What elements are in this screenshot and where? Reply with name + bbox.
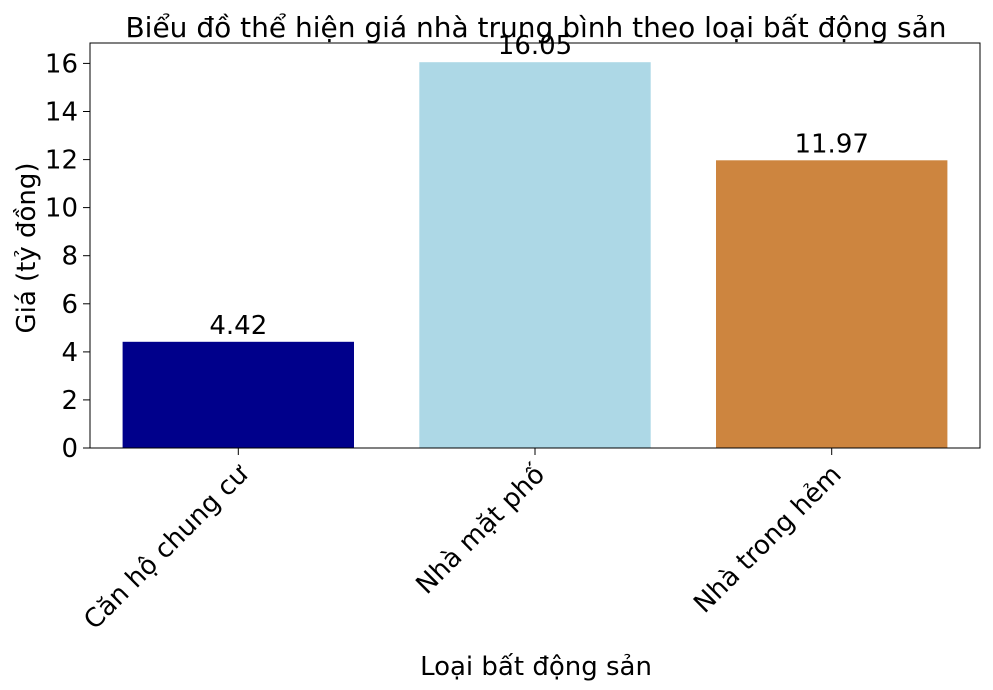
y-tick-label: 6 — [61, 290, 78, 320]
y-tick-label: 0 — [61, 434, 78, 464]
bar — [419, 62, 651, 448]
y-tick-label: 2 — [61, 386, 78, 416]
x-axis-label: Loại bất động sản — [420, 652, 652, 682]
y-tick-label: 12 — [45, 146, 78, 176]
y-tick-label: 10 — [45, 194, 78, 224]
bar-value-label: 4.42 — [209, 311, 267, 341]
plot-frame — [89, 42, 981, 449]
y-tick-label: 4 — [61, 338, 78, 368]
bar — [122, 341, 354, 448]
bar-value-label: 11.97 — [794, 129, 868, 159]
y-tick-label: 16 — [45, 49, 78, 79]
y-tick-label: 14 — [45, 98, 78, 128]
bar — [716, 160, 948, 449]
y-tick-label: 8 — [61, 242, 78, 272]
bar-value-label: 16.05 — [498, 31, 572, 61]
y-axis-label: Giá (tỷ đồng) — [12, 162, 42, 333]
chart-title: Biểu đồ thể hiện giá nhà trung bình theo… — [125, 11, 946, 44]
